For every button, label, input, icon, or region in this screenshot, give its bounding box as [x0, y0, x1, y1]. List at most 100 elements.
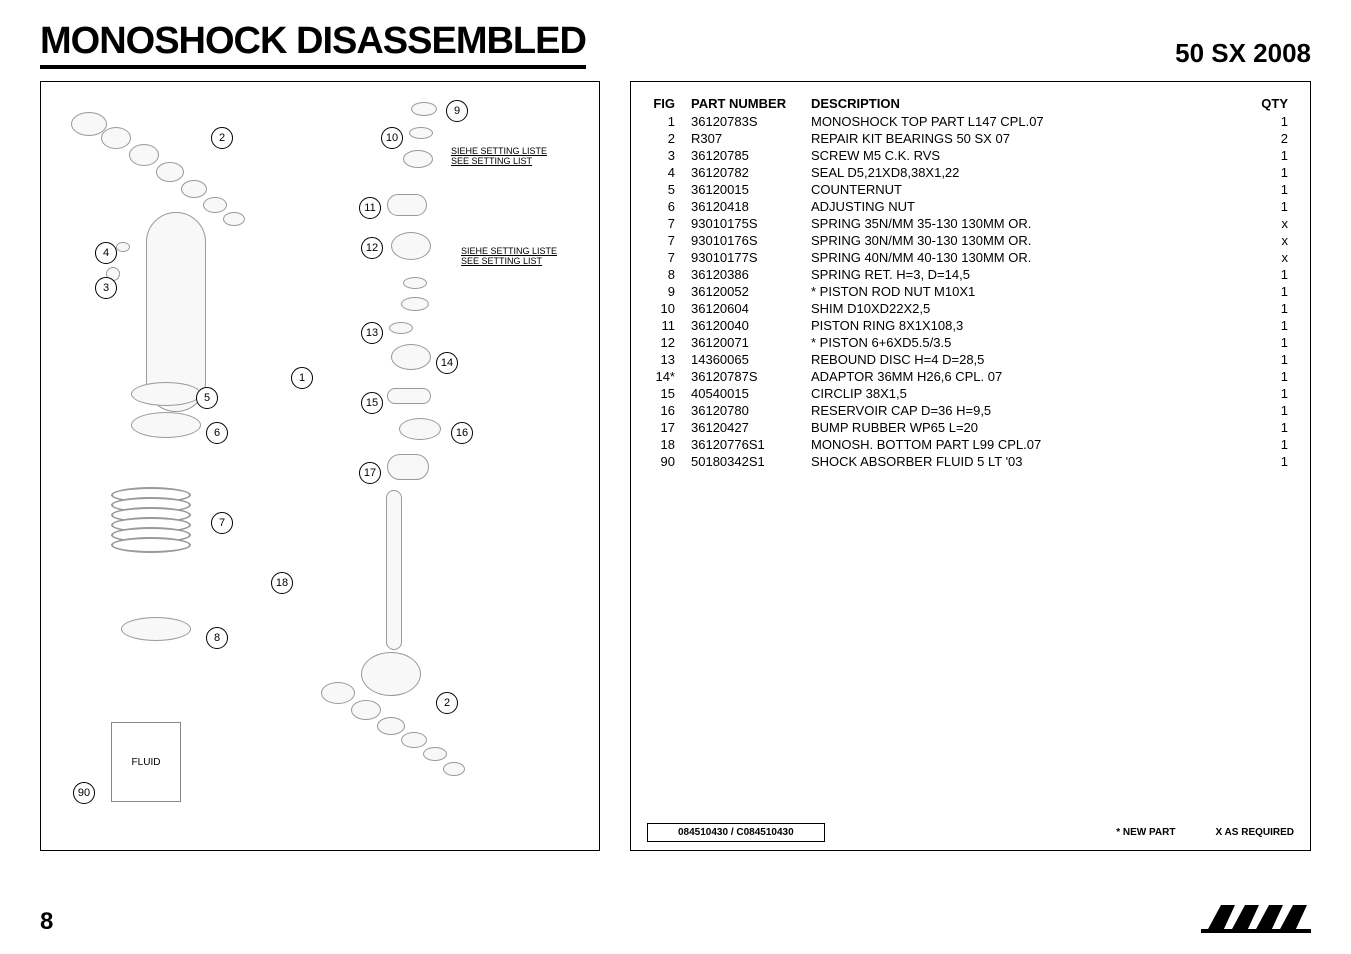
cell-fig: 7	[647, 232, 685, 249]
cell-fig: 13	[647, 351, 685, 368]
cell-description: SHOCK ABSORBER FLUID 5 LT '03	[805, 453, 1254, 470]
cell-part-number: 36120785	[685, 147, 805, 164]
cell-qty: 2	[1254, 130, 1294, 147]
cell-fig: 11	[647, 317, 685, 334]
cell-description: REPAIR KIT BEARINGS 50 SX 07	[805, 130, 1254, 147]
callout-12: 12	[361, 237, 383, 259]
cell-fig: 5	[647, 181, 685, 198]
cell-part-number: 36120787S	[685, 368, 805, 385]
fluid-container: FLUID	[111, 722, 181, 802]
table-row: 1736120427BUMP RUBBER WP65 L=201	[647, 419, 1294, 436]
cell-description: SCREW M5 C.K. RVS	[805, 147, 1254, 164]
cell-qty: 1	[1254, 368, 1294, 385]
cell-part-number: 40540015	[685, 385, 805, 402]
cell-part-number: 93010175S	[685, 215, 805, 232]
cell-description: * PISTON 6+6XD5.5/3.5	[805, 334, 1254, 351]
table-row: 1136120040PISTON RING 8X1X108,31	[647, 317, 1294, 334]
cell-fig: 9	[647, 283, 685, 300]
cell-description: SPRING RET. H=3, D=14,5	[805, 266, 1254, 283]
cell-qty: 1	[1254, 113, 1294, 130]
cell-fig: 7	[647, 215, 685, 232]
callout-3: 3	[95, 277, 117, 299]
setting-note-2: SIEHE SETTING LISTE SEE SETTING LIST	[461, 247, 557, 267]
cell-part-number: 36120386	[685, 266, 805, 283]
table-row: 936120052* PISTON ROD NUT M10X11	[647, 283, 1294, 300]
table-header-row: FIG PART NUMBER DESCRIPTION QTY	[647, 94, 1294, 113]
callout-10: 10	[381, 127, 403, 149]
page-header: MONOSHOCK DISASSEMBLED 50 SX 2008	[0, 0, 1351, 69]
table-row: 9050180342S1SHOCK ABSORBER FLUID 5 LT '0…	[647, 453, 1294, 470]
footer-code: 084510430 / C084510430	[647, 823, 825, 842]
cell-qty: 1	[1254, 402, 1294, 419]
callout-15: 15	[361, 392, 383, 414]
cell-part-number: 36120040	[685, 317, 805, 334]
cell-qty: 1	[1254, 266, 1294, 283]
col-qty: QTY	[1254, 94, 1294, 113]
cell-description: ADJUSTING NUT	[805, 198, 1254, 215]
table-row: 1236120071* PISTON 6+6XD5.5/3.51	[647, 334, 1294, 351]
table-row: 136120783SMONOSHOCK TOP PART L147 CPL.07…	[647, 113, 1294, 130]
cell-description: COUNTERNUT	[805, 181, 1254, 198]
cell-fig: 1	[647, 113, 685, 130]
cell-part-number: 36120604	[685, 300, 805, 317]
table-row: 1836120776S1MONOSH. BOTTOM PART L99 CPL.…	[647, 436, 1294, 453]
cell-description: MONOSH. BOTTOM PART L99 CPL.07	[805, 436, 1254, 453]
cell-fig: 8	[647, 266, 685, 283]
callout-7: 7	[211, 512, 233, 534]
cell-part-number: 14360065	[685, 351, 805, 368]
parts-table: FIG PART NUMBER DESCRIPTION QTY 13612078…	[647, 94, 1294, 470]
table-row: 636120418ADJUSTING NUT1	[647, 198, 1294, 215]
cell-fig: 16	[647, 402, 685, 419]
table-row: 1036120604SHIM D10XD22X2,51	[647, 300, 1294, 317]
cell-qty: x	[1254, 215, 1294, 232]
cell-description: MONOSHOCK TOP PART L147 CPL.07	[805, 113, 1254, 130]
table-row: 1540540015CIRCLIP 38X1,51	[647, 385, 1294, 402]
cell-fig: 6	[647, 198, 685, 215]
cell-part-number: 36120776S1	[685, 436, 805, 453]
cell-fig: 2	[647, 130, 685, 147]
col-fig: FIG	[647, 94, 685, 113]
cell-part-number: 36120782	[685, 164, 805, 181]
callout-1: 1	[291, 367, 313, 389]
table-row: 1636120780RESERVOIR CAP D=36 H=9,51	[647, 402, 1294, 419]
cell-part-number: 93010176S	[685, 232, 805, 249]
callout-16: 16	[451, 422, 473, 444]
cell-qty: 1	[1254, 419, 1294, 436]
panel-footer: 084510430 / C084510430 * NEW PART X AS R…	[647, 823, 1294, 842]
callout-17: 17	[359, 462, 381, 484]
table-row: 336120785SCREW M5 C.K. RVS1	[647, 147, 1294, 164]
page-number: 8	[40, 908, 53, 936]
cell-qty: 1	[1254, 351, 1294, 368]
cell-part-number: 93010177S	[685, 249, 805, 266]
spring-shape	[111, 487, 191, 547]
cell-qty: x	[1254, 249, 1294, 266]
cell-part-number: 36120418	[685, 198, 805, 215]
cell-part-number: 36120071	[685, 334, 805, 351]
table-row: 436120782SEAL D5,21XD8,38X1,221	[647, 164, 1294, 181]
callout-11: 11	[359, 197, 381, 219]
cell-qty: 1	[1254, 164, 1294, 181]
table-row: 2R307REPAIR KIT BEARINGS 50 SX 072	[647, 130, 1294, 147]
cell-description: CIRCLIP 38X1,5	[805, 385, 1254, 402]
cell-description: SEAL D5,21XD8,38X1,22	[805, 164, 1254, 181]
cell-fig: 10	[647, 300, 685, 317]
cell-description: SPRING 35N/MM 35-130 130MM OR.	[805, 215, 1254, 232]
callout-4: 4	[95, 242, 117, 264]
cell-description: BUMP RUBBER WP65 L=20	[805, 419, 1254, 436]
footer-as-required: X AS REQUIRED	[1215, 827, 1294, 838]
cell-fig: 18	[647, 436, 685, 453]
cell-qty: x	[1254, 232, 1294, 249]
cell-fig: 7	[647, 249, 685, 266]
cell-fig: 17	[647, 419, 685, 436]
content-area: FLUID SIEHE SETTING LISTE SEE SETTING LI…	[0, 69, 1351, 851]
cell-qty: 1	[1254, 283, 1294, 300]
cell-description: SHIM D10XD22X2,5	[805, 300, 1254, 317]
table-row: 536120015COUNTERNUT1	[647, 181, 1294, 198]
footer-new-part: * NEW PART	[1116, 827, 1175, 838]
table-row: 793010175SSPRING 35N/MM 35-130 130MM OR.…	[647, 215, 1294, 232]
callout-14: 14	[436, 352, 458, 374]
col-description: DESCRIPTION	[805, 94, 1254, 113]
table-row: 836120386SPRING RET. H=3, D=14,51	[647, 266, 1294, 283]
page-title: MONOSHOCK DISASSEMBLED	[40, 20, 586, 69]
cell-part-number: 36120427	[685, 419, 805, 436]
